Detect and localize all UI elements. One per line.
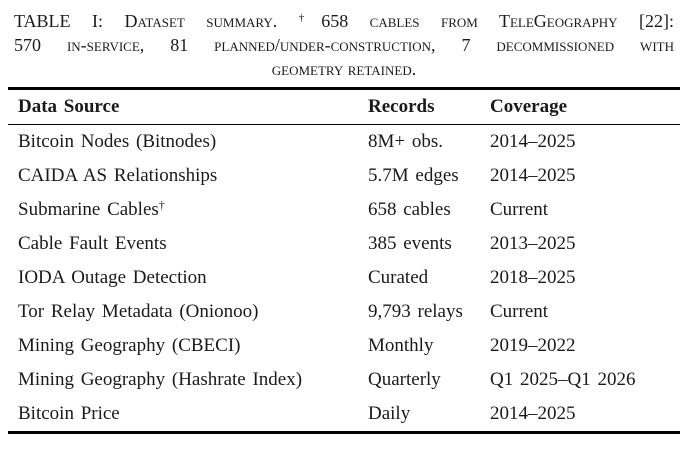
caption-line-2: 570 in-service, 81 planned/under-constru… — [14, 35, 674, 55]
column-header-records: Records — [368, 88, 490, 125]
cell-records: Monthly — [368, 335, 434, 356]
cell-records: 9,793 relays — [368, 301, 463, 322]
table-row: Cable Fault Events 385 events 2013–2025 — [8, 227, 680, 261]
cell-records: Quarterly — [368, 369, 441, 390]
source-text: Bitcoin Price — [18, 403, 120, 424]
cell-coverage: 2014–2025 — [490, 131, 576, 152]
source-text: Cable Fault Events — [18, 233, 167, 254]
cell-source: Bitcoin Price — [8, 397, 368, 433]
table-row: Submarine Cables† 658 cables Current — [8, 193, 680, 227]
cell-coverage: Current — [490, 199, 549, 220]
source-text: Mining Geography (CBECI) — [18, 335, 241, 356]
cell-coverage: 2014–2025 — [490, 165, 576, 186]
source-text: Mining Geography (Hashrate Index) — [18, 369, 303, 390]
cell-source: CAIDA AS Relationships — [8, 159, 368, 193]
cell-source: Cable Fault Events — [8, 227, 368, 261]
source-text: IODA Outage Detection — [18, 267, 207, 288]
cell-source: IODA Outage Detection — [8, 261, 368, 295]
cell-records: 8M+ obs. — [368, 131, 444, 152]
cell-records: 658 cables — [368, 199, 451, 220]
cell-source: Mining Geography (CBECI) — [8, 329, 368, 363]
table-caption: TABLE I: Dataset summary. †658 cables fr… — [14, 9, 674, 81]
cell-source: Bitcoin Nodes (Bitnodes) — [8, 125, 368, 160]
paper-table-figure: TABLE I: Dataset summary. †658 cables fr… — [0, 9, 688, 434]
caption-intro: Dataset summary. — [124, 11, 278, 31]
cell-records: Daily — [368, 403, 411, 424]
dataset-summary-table: Data Source Records Coverage Bitcoin Nod… — [8, 87, 680, 434]
table-row: Tor Relay Metadata (Onionoo) 9,793 relay… — [8, 295, 680, 329]
caption-line-1: TABLE I: Dataset summary. †658 cables fr… — [14, 9, 674, 33]
source-text: Bitcoin Nodes (Bitnodes) — [18, 131, 217, 152]
caption-table-label: TABLE I: — [14, 11, 104, 31]
table-row: Bitcoin Nodes (Bitnodes) 8M+ obs. 2014–2… — [8, 125, 680, 160]
table-row: IODA Outage Detection Curated 2018–2025 — [8, 261, 680, 295]
cell-records: Curated — [368, 267, 429, 288]
table-row: Bitcoin Price Daily 2014–2025 — [8, 397, 680, 433]
cell-coverage: 2019–2022 — [490, 335, 576, 356]
cell-source: Tor Relay Metadata (Onionoo) — [8, 295, 368, 329]
caption-dagger: † — [298, 12, 322, 24]
column-header-coverage: Coverage — [490, 88, 680, 125]
source-dagger: † — [158, 198, 165, 212]
cell-coverage: 2013–2025 — [490, 233, 576, 254]
cell-coverage: Current — [490, 301, 549, 322]
cell-source: Mining Geography (Hashrate Index) — [8, 363, 368, 397]
header-row: Data Source Records Coverage — [8, 88, 680, 125]
table-row: CAIDA AS Relationships 5.7M edges 2014–2… — [8, 159, 680, 193]
cell-records: 5.7M edges — [368, 165, 459, 186]
cell-coverage: 2014–2025 — [490, 403, 576, 424]
cell-records: 385 events — [368, 233, 452, 254]
cell-coverage: Q1 2025–Q1 2026 — [490, 369, 636, 390]
table-row: Mining Geography (Hashrate Index) Quarte… — [8, 363, 680, 397]
table-row: Mining Geography (CBECI) Monthly 2019–20… — [8, 329, 680, 363]
source-text: Submarine Cables — [18, 199, 159, 220]
source-text: CAIDA AS Relationships — [18, 165, 218, 186]
column-header-data-source: Data Source — [8, 88, 368, 125]
caption-line-1-rest: 658 cables from TeleGeography [22]: — [321, 11, 675, 31]
cell-coverage: 2018–2025 — [490, 267, 576, 288]
table-body: Bitcoin Nodes (Bitnodes) 8M+ obs. 2014–2… — [8, 125, 680, 433]
source-text: Tor Relay Metadata (Onionoo) — [18, 301, 259, 322]
cell-source: Submarine Cables† — [8, 193, 368, 227]
table-header: Data Source Records Coverage — [8, 88, 680, 125]
caption-line-3: geometry retained. — [271, 59, 417, 79]
